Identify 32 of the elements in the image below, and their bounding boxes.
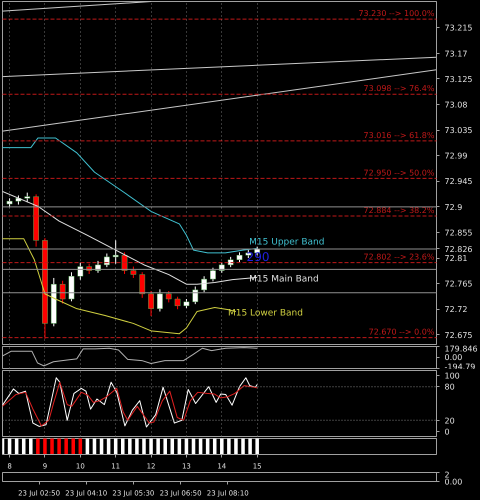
y-tick-label: 72.9 — [444, 202, 462, 212]
series-label: M15 Upper Band — [249, 237, 324, 248]
series-label: M15 Lower Band — [228, 308, 303, 319]
y-tick-label: 72.826 — [444, 244, 472, 254]
ref-line-label: 72.950 --> 50.0% — [364, 168, 435, 178]
y-tick-label: 0.00 — [444, 353, 462, 362]
y-tick-label: 72.945 — [444, 177, 472, 186]
y-tick-label: 72.675 — [444, 330, 472, 340]
y-tick-label: 72.72 — [444, 305, 468, 314]
y-tick-label: 0 — [444, 427, 450, 436]
y-tick-label: 73.125 — [444, 74, 472, 84]
ref-line-label: 73.016 --> 61.8% — [364, 130, 435, 140]
y-tick-label: 73.08 — [444, 100, 468, 110]
y-tick-label: 73.035 — [444, 126, 472, 136]
y-tick-label: 2 — [444, 470, 450, 480]
y-tick-label: 179.846 — [444, 344, 478, 354]
ref-line-label: 73.098 --> 76.4% — [364, 84, 435, 94]
y-tick-label: 20 — [444, 416, 455, 426]
ref-line-label: 72.670 --> 0.0% — [368, 328, 435, 337]
y-tick-label: 72.765 — [444, 280, 472, 289]
annotation: 290 — [246, 250, 270, 264]
y-tick-label: 73.17 — [444, 49, 468, 58]
y-tick-label: 100 — [444, 372, 460, 381]
y-tick-label: 72.99 — [444, 152, 468, 161]
ref-line-label: 73.230 --> 100.0% — [358, 9, 435, 18]
y-tick-label: 0.00 — [444, 478, 462, 486]
y-tick-label: 72.81 — [444, 254, 468, 264]
y-tick-label: 73.215 — [444, 24, 472, 33]
ref-line-label: 72.802 --> 23.6% — [364, 252, 435, 262]
ref-line-label: 72.884 --> 38.2% — [364, 206, 435, 215]
y-tick-label: 72.855 — [444, 228, 472, 238]
y-tick-label: 80 — [444, 382, 455, 392]
